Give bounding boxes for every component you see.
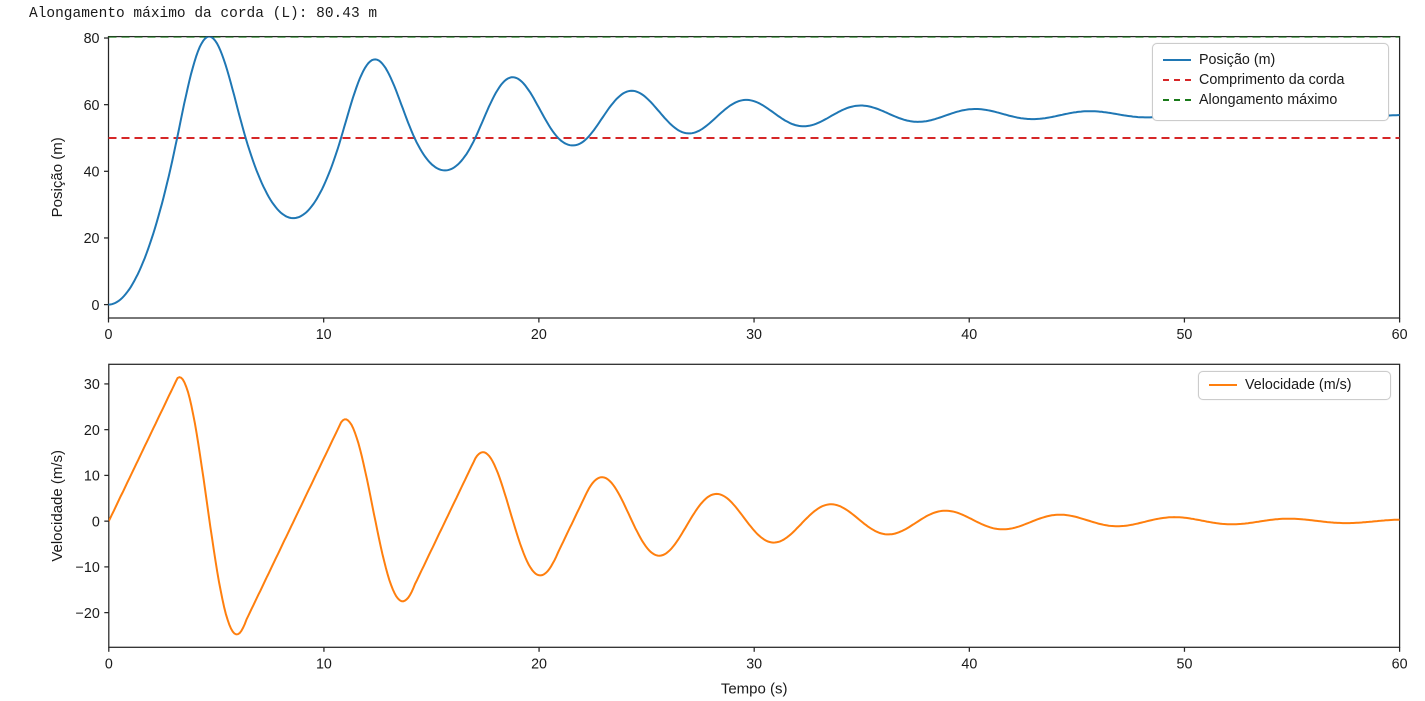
- svg-text:20: 20: [531, 327, 547, 343]
- svg-text:Posição (m): Posição (m): [49, 137, 66, 217]
- svg-text:0: 0: [105, 656, 113, 672]
- svg-text:80: 80: [84, 31, 100, 47]
- svg-text:10: 10: [316, 656, 332, 672]
- svg-text:10: 10: [316, 327, 332, 343]
- svg-text:Tempo (s): Tempo (s): [721, 680, 788, 697]
- svg-text:30: 30: [746, 656, 762, 672]
- svg-text:−20: −20: [76, 606, 100, 622]
- svg-text:30: 30: [746, 327, 762, 343]
- svg-text:50: 50: [1176, 327, 1192, 343]
- svg-text:0: 0: [92, 298, 100, 314]
- svg-text:−10: −10: [76, 560, 100, 576]
- svg-text:0: 0: [105, 327, 113, 343]
- svg-text:50: 50: [1177, 656, 1193, 672]
- svg-text:60: 60: [84, 98, 100, 114]
- svg-text:40: 40: [961, 656, 977, 672]
- svg-text:20: 20: [84, 423, 100, 439]
- svg-text:10: 10: [84, 469, 100, 485]
- svg-text:30: 30: [84, 377, 100, 393]
- svg-text:20: 20: [531, 656, 547, 672]
- svg-text:20: 20: [84, 231, 100, 247]
- svg-text:0: 0: [92, 514, 100, 530]
- svg-text:40: 40: [961, 327, 977, 343]
- svg-text:40: 40: [84, 165, 100, 181]
- svg-text:60: 60: [1392, 656, 1408, 672]
- svg-text:60: 60: [1392, 327, 1408, 343]
- svg-text:Velocidade (m/s): Velocidade (m/s): [49, 450, 66, 562]
